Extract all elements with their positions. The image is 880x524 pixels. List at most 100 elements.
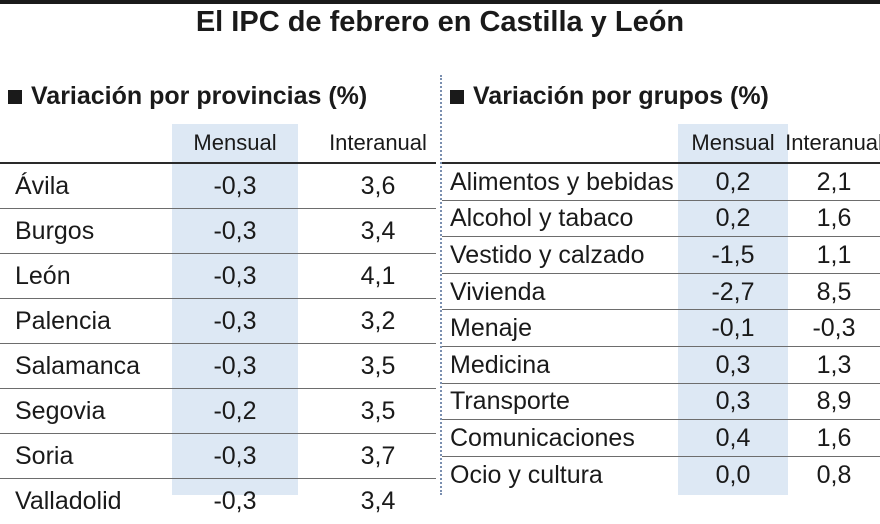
section-title-provincias-text: Variación por provincias (%)	[31, 82, 368, 110]
column-divider	[440, 75, 442, 495]
table-row: Burgos -0,3 3,4	[0, 209, 436, 254]
row-label: Transporte	[450, 387, 570, 416]
mensual-value: -0,3	[213, 487, 257, 515]
square-bullet-icon	[450, 89, 464, 104]
interanual-value: 0,8	[816, 460, 852, 489]
row-label: Ocio y cultura	[450, 460, 603, 489]
square-bullet-icon	[8, 89, 22, 104]
row-label: Alcohol y tabaco	[450, 204, 634, 233]
top-rule	[0, 0, 880, 4]
row-separator	[442, 346, 880, 347]
table-row: Salamanca -0,3 3,5	[0, 344, 436, 389]
table-grupos: Mensual Interanual Alimentos y bebidas 0,…	[442, 124, 880, 495]
mensual-value: 0,0	[715, 460, 751, 489]
table-row: Vivienda -2,7 8,5	[442, 274, 880, 311]
row-separator	[442, 272, 880, 274]
interanual-value: 2,1	[816, 167, 852, 196]
interanual-value: 3,7	[360, 442, 396, 470]
interanual-value: 8,5	[816, 277, 852, 306]
table-row: Alcohol y tabaco 0,2 1,6	[442, 201, 880, 238]
row-label: Alimentos y bebidas	[450, 167, 674, 196]
row-label: Comunicaciones	[450, 423, 635, 452]
table-row: León -0,3 4,1	[0, 254, 436, 299]
mensual-value: 0,3	[715, 350, 751, 379]
mensual-value: -1,5	[711, 240, 755, 269]
table-row: Transporte 0,3 8,9	[442, 384, 880, 421]
section-title-grupos-text: Variación por grupos (%)	[473, 82, 769, 110]
mensual-value: -0,3	[213, 262, 257, 290]
row-separator	[0, 253, 436, 254]
section-title-grupos: Variación por grupos (%)	[450, 82, 769, 111]
row-label: Palencia	[15, 307, 111, 335]
interanual-value: 4,1	[360, 262, 396, 290]
interanual-value: 1,3	[816, 350, 852, 379]
mensual-value: -0,1	[711, 314, 755, 343]
row-separator	[0, 478, 436, 479]
row-separator	[0, 433, 436, 434]
row-label: Soria	[15, 442, 74, 470]
table-row: Comunicaciones 0,4 1,6	[442, 420, 880, 457]
interanual-value: 1,1	[816, 240, 852, 269]
mensual-value: 0,3	[715, 387, 751, 416]
row-separator	[442, 455, 880, 457]
col-header-interanual: Interanual	[785, 130, 880, 155]
row-label: León	[15, 262, 71, 290]
interanual-value: 8,9	[816, 387, 852, 416]
interanual-value: 3,5	[360, 352, 396, 380]
table-row: Alimentos y bebidas 0,2 2,1	[442, 164, 880, 201]
mensual-value: -0,3	[213, 307, 257, 335]
col-header-interanual: Interanual	[329, 130, 427, 155]
table-row: Valladolid -0,3 3,4	[0, 479, 436, 524]
row-separator	[442, 309, 880, 311]
mensual-value: -0,3	[213, 172, 257, 200]
row-label: Vivienda	[450, 277, 546, 306]
row-separator	[0, 208, 436, 209]
table-row: Soria -0,3 3,7	[0, 434, 436, 479]
table-row: Segovia -0,2 3,5	[0, 389, 436, 434]
row-label: Segovia	[15, 397, 106, 425]
row-label: Menaje	[450, 314, 532, 343]
header-rule	[442, 162, 880, 164]
row-separator	[0, 298, 436, 299]
col-header-mensual: Mensual	[691, 130, 775, 155]
interanual-value: 1,6	[816, 204, 852, 233]
mensual-value: 0,2	[715, 167, 751, 196]
table-row: Medicina 0,3 1,3	[442, 347, 880, 384]
row-label: Burgos	[15, 217, 95, 245]
section-title-provincias: Variación por provincias (%)	[8, 82, 367, 111]
mensual-value: -0,2	[213, 397, 257, 425]
mensual-value: -0,3	[213, 352, 257, 380]
col-header-mensual: Mensual	[193, 130, 277, 155]
interanual-value: 3,4	[360, 487, 396, 515]
row-label: Vestido y calzado	[450, 240, 645, 269]
row-separator	[442, 199, 880, 201]
mensual-value: 0,4	[715, 423, 751, 452]
interanual-value: 3,2	[360, 307, 396, 335]
row-label: Medicina	[450, 350, 551, 379]
table-row: Palencia -0,3 3,2	[0, 299, 436, 344]
interanual-value: -0,3	[812, 314, 856, 343]
mensual-value: -2,7	[711, 277, 755, 306]
row-label: Salamanca	[15, 352, 141, 380]
page-title: El IPC de febrero en Castilla y León	[195, 6, 685, 38]
row-separator	[442, 236, 880, 238]
header-rule	[0, 162, 436, 164]
mensual-value: -0,3	[213, 442, 257, 470]
table-provincias: Mensual Interanual Ávila -0,3 3,6 Burgos -0,…	[0, 124, 436, 515]
interanual-value: 1,6	[816, 423, 852, 452]
table-row: Ávila -0,3 3,6	[0, 164, 436, 209]
mensual-value: 0,2	[715, 204, 751, 233]
table-row: Menaje -0,1 -0,3	[442, 310, 880, 347]
table-row: Ocio y cultura 0,0 0,8	[442, 457, 880, 494]
interanual-value: 3,6	[360, 172, 396, 200]
row-separator	[442, 382, 880, 384]
row-label: Ávila	[15, 172, 70, 200]
interanual-value: 3,5	[360, 397, 396, 425]
row-separator	[0, 343, 436, 344]
table-row: Vestido y calzado -1,5 1,1	[442, 237, 880, 274]
mensual-value: -0,3	[213, 217, 257, 245]
row-separator	[442, 419, 880, 421]
row-separator	[0, 388, 436, 389]
interanual-value: 3,4	[360, 217, 396, 245]
row-label: Valladolid	[15, 487, 122, 515]
